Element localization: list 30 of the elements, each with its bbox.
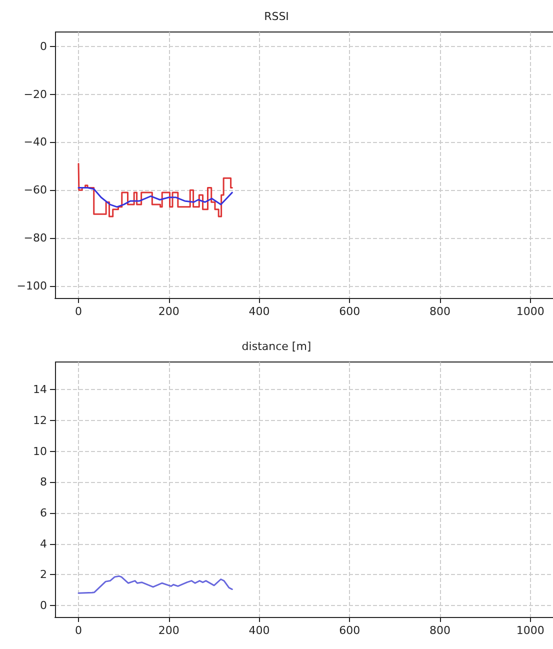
y-tick-label: 0: [40, 40, 47, 53]
x-tick-label: 1000: [516, 305, 544, 318]
y-tick-label: 6: [40, 506, 47, 520]
y-tick-label: −100: [16, 280, 47, 293]
x-tick-label: 400: [248, 305, 270, 318]
x-tick-label: 600: [339, 305, 360, 318]
line-series: [78, 187, 233, 208]
y-tick-label: 12: [33, 414, 47, 428]
y-tick-label: 2: [40, 568, 47, 582]
x-tick-label: 800: [430, 305, 451, 318]
x-tick-label: 800: [430, 624, 451, 637]
y-tick-label: 14: [33, 383, 47, 396]
x-tick-label: 600: [339, 624, 360, 637]
x-tick-label: 1000: [516, 624, 544, 637]
chart-title: RSSI: [264, 10, 289, 23]
y-tick-label: 10: [33, 444, 47, 458]
x-tick-label: 200: [158, 624, 180, 637]
y-tick-label: −60: [24, 184, 47, 197]
y-tick-label: 0: [40, 598, 47, 612]
x-tick-label: 0: [75, 624, 82, 637]
y-tick-label: 4: [40, 537, 47, 550]
y-tick-label: −20: [24, 88, 47, 101]
y-tick-label: −80: [24, 232, 47, 245]
y-tick-label: −40: [24, 136, 47, 149]
x-tick-label: 200: [158, 305, 180, 318]
chart-title: distance [m]: [242, 340, 312, 353]
x-tick-label: 0: [75, 305, 82, 318]
x-tick-label: 400: [248, 624, 270, 637]
line-series: [78, 575, 233, 594]
y-tick-label: 8: [40, 476, 47, 489]
